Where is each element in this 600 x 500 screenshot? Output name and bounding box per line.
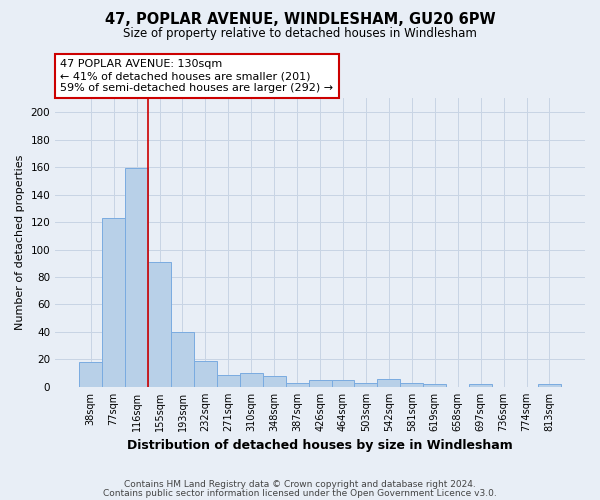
Bar bbox=[79, 362, 102, 387]
Bar bbox=[286, 383, 308, 387]
Bar bbox=[332, 380, 355, 387]
Text: 47 POPLAR AVENUE: 130sqm
← 41% of detached houses are smaller (201)
59% of semi-: 47 POPLAR AVENUE: 130sqm ← 41% of detach… bbox=[61, 60, 334, 92]
Text: Size of property relative to detached houses in Windlesham: Size of property relative to detached ho… bbox=[123, 28, 477, 40]
Bar bbox=[400, 383, 423, 387]
Bar bbox=[355, 383, 377, 387]
Bar bbox=[194, 361, 217, 387]
Bar bbox=[263, 376, 286, 387]
Bar bbox=[217, 374, 240, 387]
Bar bbox=[240, 373, 263, 387]
Text: Contains public sector information licensed under the Open Government Licence v3: Contains public sector information licen… bbox=[103, 488, 497, 498]
Text: Contains HM Land Registry data © Crown copyright and database right 2024.: Contains HM Land Registry data © Crown c… bbox=[124, 480, 476, 489]
Bar bbox=[148, 262, 171, 387]
Y-axis label: Number of detached properties: Number of detached properties bbox=[15, 155, 25, 330]
Bar bbox=[377, 378, 400, 387]
Bar bbox=[171, 332, 194, 387]
Bar bbox=[538, 384, 561, 387]
Bar bbox=[308, 380, 332, 387]
Bar bbox=[102, 218, 125, 387]
Text: 47, POPLAR AVENUE, WINDLESHAM, GU20 6PW: 47, POPLAR AVENUE, WINDLESHAM, GU20 6PW bbox=[104, 12, 496, 28]
Bar bbox=[423, 384, 446, 387]
Bar bbox=[469, 384, 492, 387]
X-axis label: Distribution of detached houses by size in Windlesham: Distribution of detached houses by size … bbox=[127, 440, 513, 452]
Bar bbox=[125, 168, 148, 387]
